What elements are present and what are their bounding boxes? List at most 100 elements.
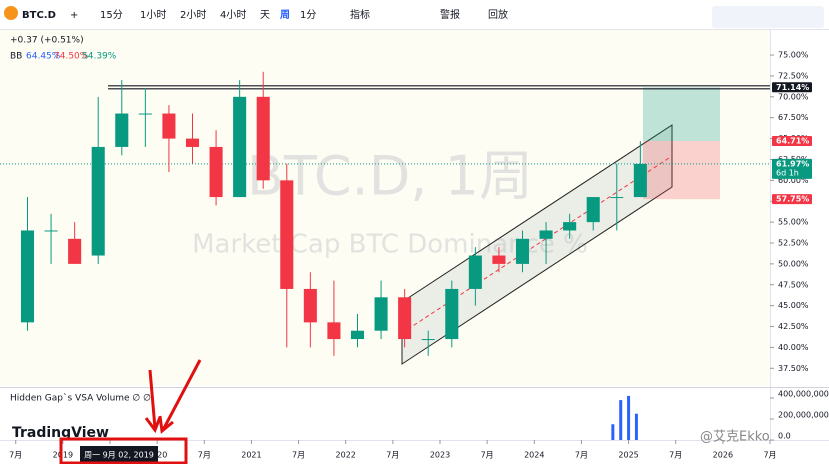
crosshair-label: 周一 9月 02, 2019 [84,451,154,460]
interval[interactable]: 2小时 [180,9,206,21]
x-tick-label: 2021 [241,451,261,460]
candle-body [185,138,200,147]
x-tick-label: 2022 [336,451,356,460]
candle-body [115,113,129,147]
price-badge [772,136,812,147]
candle-body [162,113,176,139]
y-tick-label: 75.00% [778,51,809,60]
y-tick-label: 60.00% [778,176,809,185]
candle-body [421,339,435,341]
highlight-box [59,437,188,465]
volume-bar [634,413,638,440]
interval[interactable]: 1分 [300,9,316,21]
candle-body [374,297,388,331]
x-tick-label: 2026 [713,451,733,460]
candle-body [68,238,82,264]
price-badge-label: 61.97% [776,159,809,168]
drawing-tools[interactable] [712,6,824,28]
y-tick-label: 37.50% [778,364,809,373]
x-tick-label: 2025 [618,451,638,460]
price-badge [772,158,812,179]
toolbar: BTC.D + 指标 警报 回放 15分 1小时 2小时 4小时 天周 1分 [4,6,824,28]
volume-bar [611,424,615,440]
x-tick-label: 7月 [386,451,399,460]
interval[interactable]: 15分 [100,9,123,21]
candle-body [20,230,35,323]
volume-y-tick-label: 400,000,000.0 [778,389,829,398]
y-tick-label: 67.50% [778,113,809,122]
x-tick-label: 7月 [763,451,776,460]
candle-body [256,96,270,181]
candle-body [233,96,247,198]
candle-body [515,238,530,264]
candle-body [398,297,412,340]
interval[interactable]: 4小时 [220,9,246,21]
y-tick-label: 45.00% [778,301,809,310]
target-zone [643,87,720,142]
candle-body [468,255,482,289]
price-badge-sublabel: 6d 1h [776,168,799,177]
x-tick-label: 7月 [669,451,682,460]
price-badge [772,194,812,205]
candle-body [44,230,58,232]
add-symbol[interactable]: + [70,10,78,21]
x-tick-label: 7月 [292,451,305,460]
volume-title: Hidden Gap`s VSA Volume ∅ ∅ [10,393,151,404]
crosshair-label-bg [80,446,158,462]
candle-body [280,180,294,289]
interval[interactable]: 周 [280,9,290,21]
interval[interactable]: 1小时 [140,9,166,21]
channel-median [401,155,673,334]
x-tick-label: 7月 [481,451,494,460]
y-tick-label: 47.50% [778,280,809,289]
x-tick-label: 2023 [430,451,450,460]
volume-y-tick-label: 200,000,000.0 [778,410,829,419]
stop-zone [643,141,720,200]
x-tick-label: 2024 [524,451,544,460]
indicator-value: 54.39% [82,52,117,62]
x-tick-label: 2019 [53,451,73,460]
watermark-title: BTC.D, 1周 [247,145,533,208]
x-tick-label: 7月 [9,451,22,460]
logo: TradingView [12,425,109,441]
candle-body [563,222,577,231]
y-tick-label: 72.50% [778,71,809,80]
change: +0.37 (+0.51%) [10,36,84,46]
candle-body [610,197,624,199]
candle-body [539,230,553,239]
indicator-value: 64.45% [26,52,61,62]
candle-body [445,288,459,340]
candle-body [586,197,600,223]
candle-body [138,113,152,115]
price-badge-label: 57.75% [776,195,809,204]
y-tick-label: 50.00% [778,259,809,268]
candle-body [303,288,317,323]
credit: @艾克Ekko [700,430,770,445]
volume-bar [619,400,623,440]
alert[interactable]: 警报 [440,8,460,21]
replay[interactable]: 回放 [488,8,508,21]
candle-body [327,322,341,340]
x-tick-label: 7月 [198,451,211,460]
price-badge-label: 64.71% [776,137,809,146]
candle-body [633,163,647,198]
annotation-arrows [144,359,202,434]
interval[interactable]: 天 [260,10,270,21]
indicator-name: BB [10,52,22,62]
symbol[interactable]: BTC.D [22,10,56,21]
candle-body [492,255,506,264]
symbol-icon [4,6,18,20]
volume-bar [627,395,631,440]
price-badge [772,82,812,93]
candle-body [209,146,223,198]
candle-body [91,146,105,256]
y-tick-label: 42.50% [778,322,809,331]
y-tick-label: 55.00% [778,218,809,227]
y-tick-label: 70.00% [778,92,809,101]
x-tick-label: 7月 [575,451,588,460]
price-badge-label: 71.14% [776,83,809,92]
indicator-value: 74.50% [54,52,89,62]
indicators[interactable]: 指标 [350,8,370,21]
y-tick-label: 52.50% [778,239,809,248]
